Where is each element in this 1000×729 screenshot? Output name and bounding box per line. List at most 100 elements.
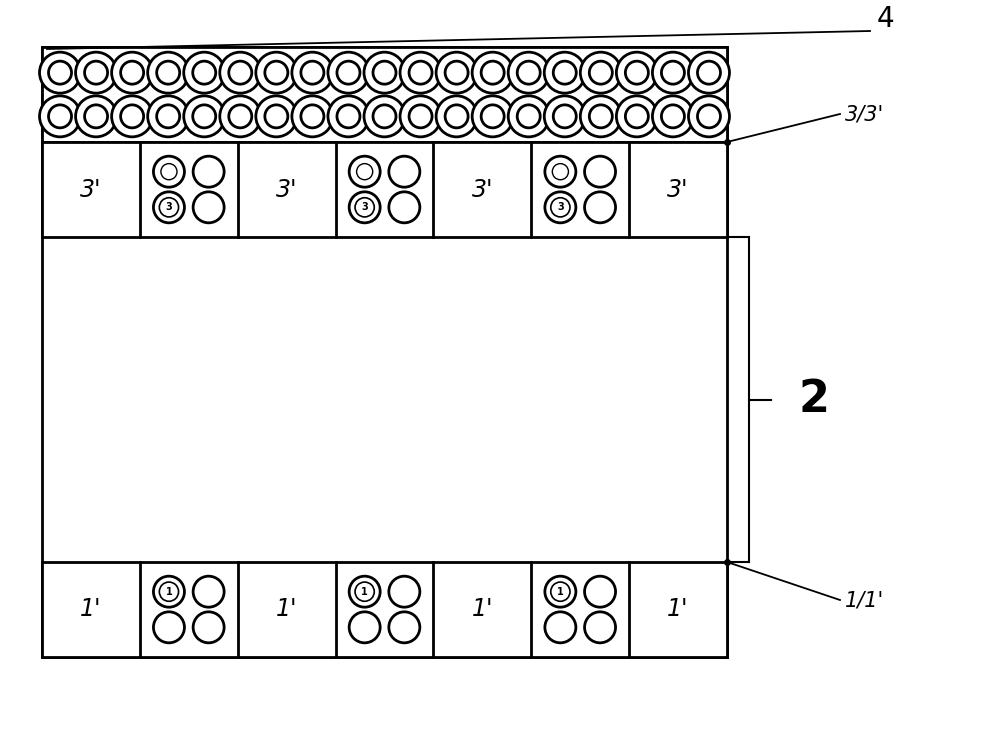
Circle shape bbox=[229, 105, 252, 128]
Text: 3: 3 bbox=[166, 203, 172, 212]
Circle shape bbox=[616, 52, 657, 93]
Circle shape bbox=[159, 198, 179, 217]
Text: 1: 1 bbox=[166, 587, 172, 596]
Circle shape bbox=[157, 105, 180, 128]
Circle shape bbox=[580, 52, 621, 93]
Circle shape bbox=[148, 95, 189, 137]
Bar bbox=[42, 47, 727, 657]
Circle shape bbox=[337, 105, 360, 128]
Bar bbox=[42, 47, 727, 142]
Circle shape bbox=[193, 156, 224, 187]
Circle shape bbox=[409, 61, 432, 84]
Circle shape bbox=[688, 52, 729, 93]
Circle shape bbox=[229, 61, 252, 84]
Circle shape bbox=[508, 52, 549, 93]
Circle shape bbox=[49, 61, 72, 84]
Circle shape bbox=[193, 576, 224, 607]
Circle shape bbox=[328, 95, 369, 137]
Circle shape bbox=[445, 61, 468, 84]
Circle shape bbox=[436, 95, 477, 137]
Circle shape bbox=[544, 52, 585, 93]
Circle shape bbox=[652, 52, 693, 93]
Circle shape bbox=[373, 61, 396, 84]
Circle shape bbox=[389, 192, 420, 223]
Circle shape bbox=[40, 95, 81, 137]
Circle shape bbox=[49, 105, 72, 128]
Text: 3': 3' bbox=[80, 177, 102, 201]
Circle shape bbox=[688, 95, 729, 137]
Circle shape bbox=[545, 156, 576, 187]
Circle shape bbox=[159, 582, 179, 601]
Circle shape bbox=[355, 582, 374, 601]
Circle shape bbox=[148, 52, 189, 93]
Circle shape bbox=[364, 95, 405, 137]
Text: 3: 3 bbox=[361, 203, 368, 212]
Circle shape bbox=[545, 612, 576, 643]
Circle shape bbox=[85, 61, 108, 84]
Circle shape bbox=[292, 95, 333, 137]
Circle shape bbox=[616, 95, 657, 137]
Text: 3': 3' bbox=[472, 177, 493, 201]
Circle shape bbox=[585, 576, 616, 607]
Circle shape bbox=[661, 105, 684, 128]
Bar bbox=[42, 142, 727, 237]
Circle shape bbox=[697, 61, 720, 84]
Bar bbox=[42, 562, 727, 657]
Circle shape bbox=[301, 61, 324, 84]
Circle shape bbox=[357, 163, 373, 180]
Circle shape bbox=[481, 105, 504, 128]
Circle shape bbox=[292, 52, 333, 93]
Circle shape bbox=[355, 198, 374, 217]
Text: 3/3': 3/3' bbox=[845, 104, 884, 124]
Circle shape bbox=[436, 52, 477, 93]
Circle shape bbox=[625, 61, 648, 84]
Circle shape bbox=[349, 156, 380, 187]
Circle shape bbox=[193, 61, 216, 84]
Text: 1/1': 1/1' bbox=[845, 590, 884, 610]
Circle shape bbox=[220, 95, 261, 137]
Text: 3': 3' bbox=[276, 177, 297, 201]
Circle shape bbox=[552, 163, 568, 180]
Circle shape bbox=[589, 61, 612, 84]
Circle shape bbox=[551, 198, 570, 217]
Circle shape bbox=[551, 582, 570, 601]
Circle shape bbox=[652, 95, 693, 137]
Circle shape bbox=[409, 105, 432, 128]
Text: 1': 1' bbox=[667, 598, 689, 622]
Circle shape bbox=[328, 52, 369, 93]
Circle shape bbox=[193, 105, 216, 128]
Circle shape bbox=[76, 52, 117, 93]
Text: 3: 3 bbox=[557, 203, 564, 212]
Circle shape bbox=[661, 61, 684, 84]
Circle shape bbox=[112, 52, 153, 93]
Circle shape bbox=[389, 576, 420, 607]
Circle shape bbox=[472, 95, 513, 137]
Circle shape bbox=[337, 61, 360, 84]
Circle shape bbox=[256, 52, 297, 93]
Circle shape bbox=[121, 61, 144, 84]
Circle shape bbox=[553, 105, 576, 128]
Circle shape bbox=[697, 105, 720, 128]
Circle shape bbox=[508, 95, 549, 137]
Circle shape bbox=[517, 61, 540, 84]
Circle shape bbox=[585, 156, 616, 187]
Circle shape bbox=[373, 105, 396, 128]
Circle shape bbox=[256, 95, 297, 137]
Circle shape bbox=[184, 95, 225, 137]
Circle shape bbox=[184, 52, 225, 93]
Circle shape bbox=[76, 95, 117, 137]
Circle shape bbox=[545, 576, 576, 607]
Circle shape bbox=[589, 105, 612, 128]
Circle shape bbox=[389, 156, 420, 187]
Circle shape bbox=[445, 105, 468, 128]
Circle shape bbox=[545, 192, 576, 223]
Circle shape bbox=[544, 95, 585, 137]
Circle shape bbox=[265, 61, 288, 84]
Circle shape bbox=[400, 52, 441, 93]
Text: 3': 3' bbox=[667, 177, 689, 201]
Circle shape bbox=[121, 105, 144, 128]
Circle shape bbox=[517, 105, 540, 128]
Circle shape bbox=[585, 612, 616, 643]
Circle shape bbox=[349, 612, 380, 643]
Circle shape bbox=[625, 105, 648, 128]
